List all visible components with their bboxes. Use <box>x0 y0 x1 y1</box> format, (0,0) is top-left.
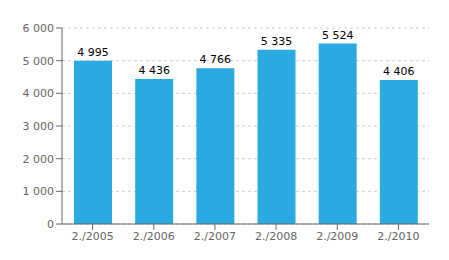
svg-text:2./2009: 2./2009 <box>316 230 358 243</box>
svg-text:3 000: 3 000 <box>23 120 55 133</box>
svg-text:4 000: 4 000 <box>23 87 55 100</box>
svg-text:4 436: 4 436 <box>138 64 170 77</box>
svg-text:4 766: 4 766 <box>200 53 232 66</box>
svg-text:5 000: 5 000 <box>23 55 55 68</box>
svg-text:5 524: 5 524 <box>322 29 354 42</box>
svg-text:5 335: 5 335 <box>261 35 293 48</box>
svg-text:6 000: 6 000 <box>23 22 55 35</box>
svg-text:2./2007: 2./2007 <box>194 230 236 243</box>
svg-text:0: 0 <box>47 218 54 231</box>
svg-text:1 000: 1 000 <box>23 185 55 198</box>
svg-text:4 406: 4 406 <box>383 65 415 78</box>
svg-text:2./2008: 2./2008 <box>255 230 297 243</box>
svg-text:2./2005: 2./2005 <box>71 230 113 243</box>
svg-text:4 995: 4 995 <box>77 46 109 59</box>
svg-text:2 000: 2 000 <box>23 153 55 166</box>
svg-text:2./2006: 2./2006 <box>133 230 175 243</box>
svg-text:2./2010: 2./2010 <box>377 230 419 243</box>
